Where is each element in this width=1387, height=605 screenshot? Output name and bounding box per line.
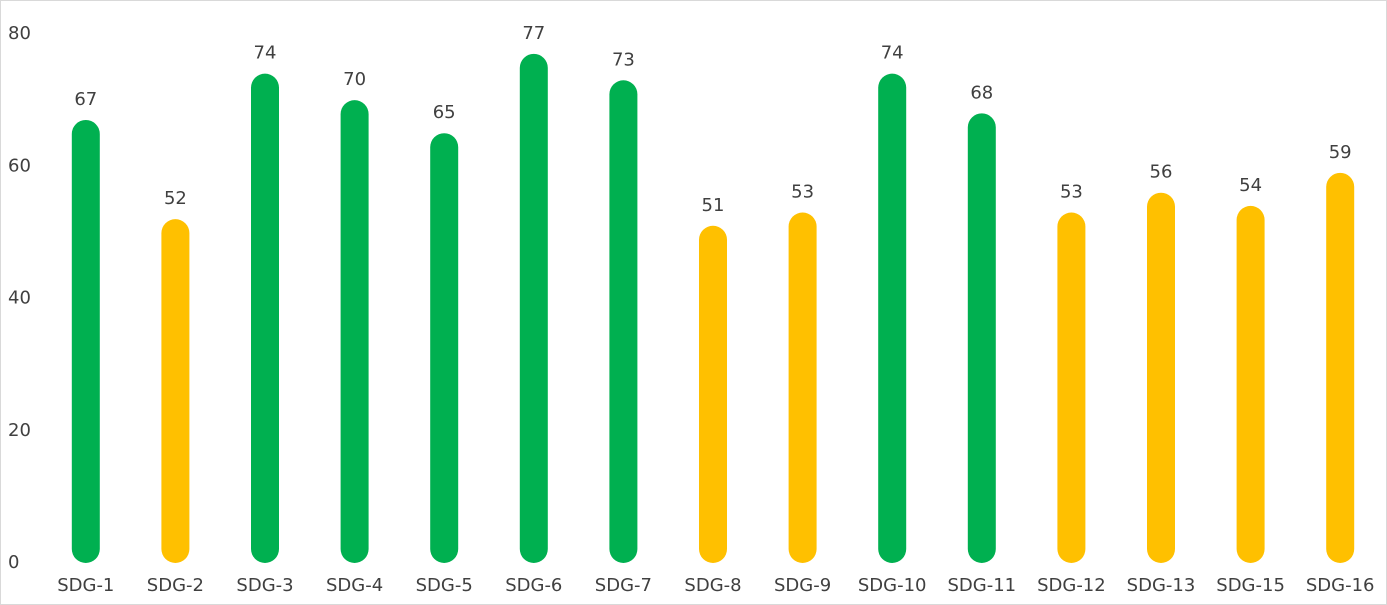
bar <box>1057 212 1086 563</box>
bar <box>699 225 727 563</box>
bar <box>1147 192 1175 563</box>
x-tick-label: SDG-10 <box>858 575 927 596</box>
x-tick-label: SDG-9 <box>774 575 831 596</box>
y-tick-label: 80 <box>8 23 31 44</box>
data-label: 54 <box>1239 175 1262 196</box>
data-label: 67 <box>74 89 97 110</box>
data-label: 77 <box>522 23 545 44</box>
data-label: 74 <box>881 43 904 64</box>
data-label: 53 <box>791 182 814 203</box>
bar <box>788 212 817 563</box>
x-tick-label: SDG-6 <box>505 575 562 596</box>
x-tick-label: SDG-13 <box>1127 575 1196 596</box>
x-tick-label: SDG-5 <box>416 575 473 596</box>
data-label: 53 <box>1060 182 1083 203</box>
data-label: 73 <box>612 49 635 70</box>
x-tick-label: SDG-1 <box>57 575 114 596</box>
bar <box>878 73 907 564</box>
data-label: 70 <box>343 69 366 90</box>
data-label: 56 <box>1150 162 1173 183</box>
bar <box>340 100 369 563</box>
bar <box>967 113 996 563</box>
x-tick-label: SDG-16 <box>1306 575 1375 596</box>
data-label: 74 <box>254 43 277 64</box>
bar <box>161 219 190 563</box>
x-tick-label: SDG-8 <box>684 575 741 596</box>
bar <box>430 133 459 563</box>
data-label: 52 <box>164 188 187 209</box>
x-tick-label: SDG-3 <box>236 575 293 596</box>
data-label: 59 <box>1329 142 1352 163</box>
y-tick-label: 20 <box>8 420 31 441</box>
y-tick-label: 40 <box>8 288 31 309</box>
x-tick-label: SDG-15 <box>1216 575 1285 596</box>
bar <box>1236 205 1265 564</box>
bar <box>251 73 279 564</box>
bar <box>609 80 638 563</box>
data-label: 65 <box>433 102 456 123</box>
bar <box>71 119 100 564</box>
data-label: 51 <box>702 195 725 216</box>
bar <box>1326 172 1355 564</box>
data-label: 68 <box>970 82 993 103</box>
x-tick-label: SDG-4 <box>326 575 383 596</box>
x-tick-label: SDG-2 <box>147 575 204 596</box>
y-tick-label: 60 <box>8 155 31 176</box>
x-tick-label: SDG-11 <box>947 575 1016 596</box>
x-tick-label: SDG-7 <box>595 575 652 596</box>
y-tick-label: 0 <box>8 552 19 573</box>
x-tick-label: SDG-12 <box>1037 575 1106 596</box>
bar <box>519 53 548 564</box>
